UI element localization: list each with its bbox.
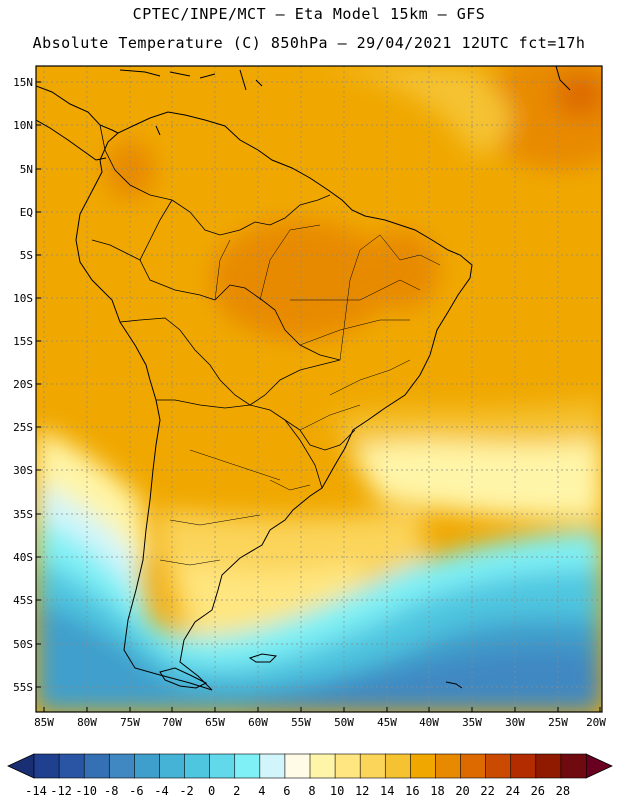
axis-ticks — [36, 81, 601, 712]
colorbar-swatch — [435, 753, 462, 779]
colorbar-label: 2 — [233, 784, 240, 798]
colorbar-label: -6 — [129, 784, 143, 798]
colorbar-label: 28 — [556, 784, 570, 798]
lat-label: 40S — [13, 551, 33, 564]
south-america-coastline — [75, 111, 473, 691]
temperature-colorbar: -14 -12 -10 -8 -6 -4 -2 0 2 4 6 8 10 12 14 16 18 20 22 24 26… — [7, 753, 613, 798]
lat-label: 55S — [13, 681, 33, 694]
colorbar-swatch — [359, 753, 386, 779]
colorbar-swatch — [510, 753, 537, 779]
lon-label: 80W — [77, 716, 97, 729]
lon-label: 30W — [505, 716, 525, 729]
colorbar-right-arrow — [585, 753, 613, 779]
colorbar-swatch — [560, 753, 587, 779]
lat-label: 20S — [13, 378, 33, 391]
colorbar-label: -14 — [25, 784, 47, 798]
colorbar-swatch — [410, 753, 437, 779]
colorbar-label: 12 — [355, 784, 369, 798]
lat-label: 15N — [13, 76, 33, 89]
colorbar-labels: -14 -12 -10 -8 -6 -4 -2 0 2 4 6 8 10 12 14 16 18 20 22 24 26… — [25, 784, 570, 798]
colorbar-swatch — [234, 753, 261, 779]
map-title-line-1: CPTEC/INPE/MCT – Eta Model 15km – GFS — [132, 5, 486, 23]
colorbar-label: -2 — [179, 784, 193, 798]
colorbar-label: 0 — [208, 784, 215, 798]
colorbar-left-arrow — [7, 753, 35, 779]
colorbar-swatch — [309, 753, 336, 779]
colorbar-swatch — [83, 753, 110, 779]
coastlines — [36, 66, 571, 691]
lon-label: 75W — [120, 716, 140, 729]
colorbar-label: 14 — [380, 784, 394, 798]
colorbar-label: 16 — [405, 784, 419, 798]
lon-label: 20W — [586, 716, 606, 729]
lat-label: 25S — [13, 421, 33, 434]
south-georgia-island — [445, 681, 463, 689]
colorbar-swatch — [159, 753, 186, 779]
colorbar-label: -8 — [104, 784, 118, 798]
lon-label: 85W — [34, 716, 54, 729]
colorbar-label: 18 — [430, 784, 444, 798]
lon-label: 70W — [162, 716, 182, 729]
colorbar-label: -10 — [75, 784, 97, 798]
colorbar-swatch — [535, 753, 562, 779]
lat-label: 5N — [20, 163, 33, 176]
lon-label: 25W — [548, 716, 568, 729]
lat-label: 45S — [13, 594, 33, 607]
lat-lon-grid — [36, 66, 602, 712]
lon-label: 40W — [419, 716, 439, 729]
colorbar-swatch — [58, 753, 85, 779]
colorbar-label: -12 — [50, 784, 72, 798]
lat-label: 35S — [13, 508, 33, 521]
colorbar-label: -4 — [154, 784, 168, 798]
colorbar-swatch — [33, 753, 60, 779]
map-frame — [35, 65, 603, 713]
colorbar-label: 4 — [258, 784, 265, 798]
colorbar-label: 22 — [480, 784, 494, 798]
colorbar-swatch — [108, 753, 135, 779]
colorbar-swatch — [259, 753, 286, 779]
colorbar-label: 8 — [308, 784, 315, 798]
lon-label: 65W — [205, 716, 225, 729]
colorbar-swatch — [134, 753, 161, 779]
colorbar-swatch — [485, 753, 512, 779]
state-borders — [159, 224, 441, 566]
lon-label: 35W — [462, 716, 482, 729]
lat-label: 15S — [13, 335, 33, 348]
central-america-coastline — [36, 85, 119, 134]
tierra-del-fuego — [159, 667, 208, 689]
lat-label: EQ — [20, 206, 33, 219]
lon-label: 45W — [377, 716, 397, 729]
colorbar-label: 20 — [455, 784, 469, 798]
colorbar-swatch — [334, 753, 361, 779]
colorbar-label: 6 — [283, 784, 290, 798]
colorbar-swatch — [209, 753, 236, 779]
colorbar-label: 26 — [531, 784, 545, 798]
colorbar-swatches — [33, 753, 587, 779]
lat-label: 10S — [13, 292, 33, 305]
lat-label: 10N — [13, 119, 33, 132]
colorbar-swatch — [384, 753, 411, 779]
lon-label: 55W — [291, 716, 311, 729]
lon-label: 60W — [248, 716, 268, 729]
colorbar-swatch — [284, 753, 311, 779]
colorbar-label: 24 — [506, 784, 520, 798]
lat-label: 50S — [13, 638, 33, 651]
latitude-labels: 15N 10N 5N EQ 5S 10S 15S 20S 25S 30S 35S… — [13, 76, 33, 694]
longitude-labels: 85W 80W 75W 70W 65W 60W 55W 50W 45W 40W … — [34, 716, 606, 729]
colorbar-swatch — [184, 753, 211, 779]
lon-label: 50W — [334, 716, 354, 729]
central-america-pacific-coast — [36, 119, 107, 161]
lat-label: 30S — [13, 464, 33, 477]
colorbar-label: 10 — [330, 784, 344, 798]
falkland-islands — [248, 653, 278, 663]
map-title-line-2: Absolute Temperature (C) 850hPa – 29/04/… — [32, 34, 586, 52]
lat-label: 5S — [20, 249, 33, 262]
caribbean-islands — [119, 66, 571, 136]
colorbar-swatch — [460, 753, 487, 779]
country-borders — [91, 124, 356, 489]
temperature-field — [36, 66, 602, 712]
